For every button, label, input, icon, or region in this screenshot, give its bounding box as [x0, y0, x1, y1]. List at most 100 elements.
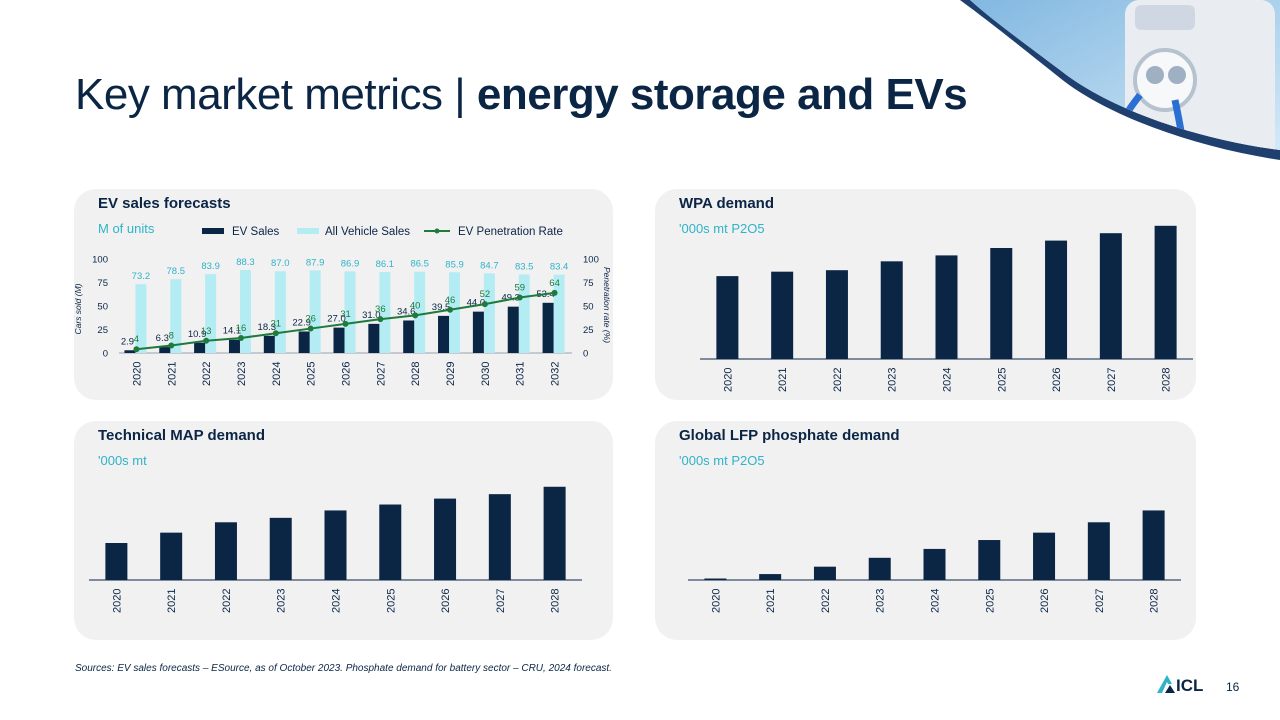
bar — [543, 486, 566, 580]
map-chart-unit: '000s mt — [98, 453, 147, 468]
y-tick-label: 25 — [97, 325, 108, 336]
data-label-ev-penetration: 13 — [201, 326, 212, 337]
lfp-chart-unit: '000s mt P2O5 — [679, 453, 765, 468]
ev-sales-chart: EV Sales All Vehicle Sales EV Penetratio… — [74, 226, 612, 386]
point-ev-penetration-rate — [516, 294, 523, 301]
x-tick-label: 2024 — [271, 362, 283, 386]
bar-all-vehicle-sales — [205, 274, 217, 353]
bar — [759, 574, 782, 580]
bar-all-vehicle-sales — [239, 269, 251, 353]
bar — [1045, 240, 1068, 359]
technical-map-demand-panel: Technical MAP demand '000s mt 2020 2021 20… — [74, 421, 613, 640]
bar-ev-sales — [159, 347, 171, 353]
page-number: 16 — [1226, 680, 1240, 694]
x-tick-label: 2027 — [1094, 589, 1106, 613]
point-ev-penetration-rate — [168, 342, 175, 349]
bar — [771, 271, 794, 359]
x-tick-label: 2021 — [765, 589, 777, 613]
point-ev-penetration-rate — [551, 289, 558, 296]
x-tick-label: 2025 — [984, 589, 996, 613]
bar — [704, 578, 727, 580]
x-tick-label: 2020 — [131, 362, 143, 386]
data-label-ev-penetration: 64 — [549, 278, 560, 289]
map-chart-title: Technical MAP demand — [98, 427, 265, 444]
data-label-all-vehicle-sales: 83.9 — [201, 261, 220, 272]
y2-tick-label: 50 — [583, 302, 594, 313]
ev-charger-image — [960, 0, 1280, 160]
page-title-bold: energy storage and EVs — [476, 70, 968, 119]
bar-all-vehicle-sales — [414, 271, 426, 353]
y-tick-label: 100 — [92, 255, 108, 266]
bar — [825, 270, 848, 359]
data-label-ev-sales: 18.3 — [258, 322, 277, 333]
logo-text: ICL — [1176, 676, 1203, 695]
data-label-ev-sales: 34.6 — [397, 306, 416, 317]
y-tick-label: 0 — [103, 349, 108, 360]
point-ev-penetration-rate — [237, 334, 244, 341]
bar — [923, 548, 946, 580]
x-tick-label: 2029 — [445, 362, 457, 386]
bar — [935, 255, 958, 359]
data-label-all-vehicle-sales: 86.5 — [410, 259, 429, 270]
lfp-demand-chart: 2020 2021 2022 2023 2024 2025 2026 2027 2028 — [688, 510, 1181, 613]
x-tick-label: 2027 — [1106, 368, 1118, 392]
bar-all-vehicle-sales — [170, 279, 182, 353]
y2-tick-label: 100 — [583, 255, 599, 266]
data-label-all-vehicle-sales: 73.2 — [132, 271, 151, 282]
data-label-ev-sales: 27.0 — [327, 314, 346, 325]
data-label-all-vehicle-sales: 84.7 — [480, 260, 499, 271]
data-label-ev-sales: 31.0 — [362, 310, 381, 321]
bar-ev-sales — [403, 320, 415, 353]
bar — [880, 261, 903, 359]
data-label-ev-sales: 22.9 — [292, 317, 311, 328]
bar-ev-sales — [228, 339, 240, 353]
y2-tick-label: 25 — [583, 325, 594, 336]
x-tick-label: 2028 — [410, 362, 422, 386]
bar-ev-sales — [333, 327, 345, 353]
legend-all-vehicle-sales: All Vehicle Sales — [325, 226, 410, 238]
bar-ev-sales — [124, 350, 136, 353]
bar — [488, 494, 511, 580]
bar — [269, 517, 292, 580]
bar-all-vehicle-sales — [135, 284, 147, 353]
data-label-ev-sales: 10.9 — [188, 329, 207, 340]
data-label-ev-sales: 14.1 — [223, 326, 242, 337]
data-label-ev-penetration: 31 — [340, 309, 351, 320]
data-label-ev-penetration: 4 — [134, 334, 139, 345]
bar-all-vehicle-sales — [483, 273, 495, 353]
data-label-all-vehicle-sales: 88.3 — [236, 257, 255, 268]
x-tick-label: 2026 — [341, 362, 353, 386]
x-tick-label: 2020 — [111, 589, 123, 613]
data-label-ev-penetration: 16 — [236, 323, 247, 334]
y2-tick-label: 0 — [583, 349, 588, 360]
bar — [214, 522, 237, 580]
bar — [813, 566, 836, 580]
lfp-phosphate-demand-panel: Global LFP phosphate demand '000s mt P2O… — [655, 421, 1196, 640]
x-tick-label: 2026 — [440, 589, 452, 613]
point-ev-penetration-rate — [412, 312, 419, 319]
ev-sales-forecasts-panel: EV sales forecasts M of units EV Sales A… — [74, 189, 613, 400]
bar — [434, 498, 457, 580]
lfp-chart-title: Global LFP phosphate demand — [679, 427, 900, 444]
x-tick-label: 2022 — [820, 589, 832, 613]
x-tick-label: 2024 — [942, 368, 954, 392]
bar — [1099, 233, 1122, 359]
bar — [1033, 532, 1056, 580]
legend-ev-penetration: EV Penetration Rate — [458, 226, 563, 238]
bar — [716, 276, 739, 359]
data-label-all-vehicle-sales: 85.9 — [445, 259, 464, 270]
bar-all-vehicle-sales — [449, 272, 461, 353]
wpa-demand-panel: WPA demand '000s mt P2O5 2020 2021 2022 202… — [655, 189, 1196, 400]
bar — [1087, 522, 1110, 580]
point-ev-penetration-rate — [342, 320, 349, 327]
x-tick-label: 2026 — [1039, 589, 1051, 613]
x-tick-label: 2022 — [201, 362, 213, 386]
data-label-ev-sales: 2.9 — [121, 336, 134, 347]
page-title: Key market metrics | energy storage and … — [75, 70, 968, 120]
x-tick-label: 2022 — [221, 589, 233, 613]
data-label-all-vehicle-sales: 83.4 — [550, 262, 569, 273]
bar-ev-sales — [507, 306, 519, 353]
bar — [105, 543, 128, 580]
data-label-ev-sales: 6.3 — [156, 333, 169, 344]
legend-swatch-ev-sales — [202, 228, 224, 234]
